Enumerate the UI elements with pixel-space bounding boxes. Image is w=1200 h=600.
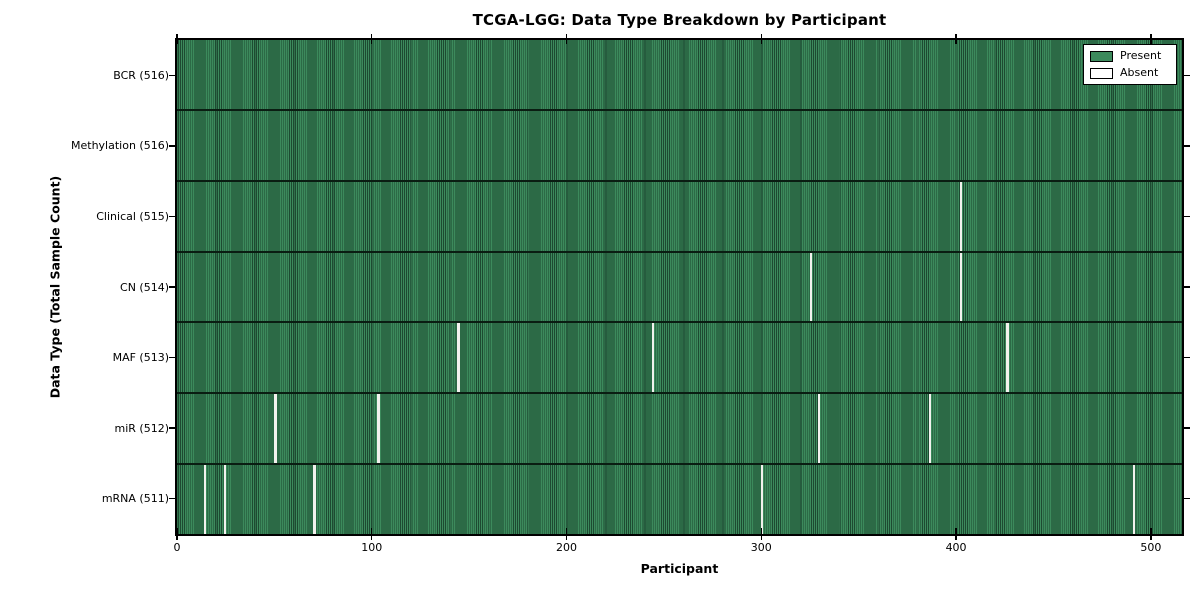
- x-tick-label: 100: [361, 541, 383, 554]
- x-tick-mark: [176, 528, 178, 540]
- legend-entry: Absent: [1090, 67, 1170, 79]
- chart-title: TCGA-LGG: Data Type Breakdown by Partici…: [472, 11, 887, 29]
- y-tick-mark-left: [169, 498, 177, 500]
- x-tick-mark-top: [565, 34, 568, 44]
- y-tick-mark-right: [1182, 74, 1190, 76]
- x-tick-label: 500: [1140, 541, 1162, 554]
- heatmap-rows: [177, 40, 1182, 535]
- x-tick-label: 200: [556, 541, 578, 554]
- absent-sample-marker: [959, 252, 963, 322]
- y-tick-label: Clinical (515): [96, 209, 169, 223]
- heatmap-row-maf: [177, 323, 1182, 395]
- x-tick-mark-top: [955, 34, 957, 44]
- x-tick-label: 0: [173, 541, 181, 554]
- legend: Present Absent: [1083, 44, 1177, 85]
- y-tick-mark-left: [169, 145, 177, 147]
- legend-swatch-present: [1090, 50, 1113, 62]
- absent-sample-marker: [928, 394, 931, 464]
- heatmap-row-methylation: [177, 110, 1182, 182]
- y-tick-mark-right: [1182, 286, 1190, 288]
- x-tick-mark: [760, 528, 762, 540]
- y-tick-label: miR (512): [114, 421, 170, 435]
- x-tick-mark: [1150, 528, 1152, 540]
- absent-sample-marker: [652, 323, 655, 393]
- y-tick-mark-right: [1182, 145, 1190, 147]
- y-tick-mark-left: [169, 74, 177, 76]
- absent-sample-marker: [223, 465, 226, 535]
- heatmap-row-cn: [177, 252, 1182, 324]
- absent-sample-marker: [1006, 323, 1009, 393]
- y-tick-label: Methylation (516): [71, 139, 169, 153]
- absent-sample-marker: [1133, 465, 1136, 535]
- y-tick-mark-left: [169, 356, 177, 359]
- y-tick-mark-left: [169, 215, 177, 218]
- y-tick-mark-right: [1182, 356, 1190, 359]
- absent-sample-marker: [313, 465, 316, 535]
- heatmap-row-mir: [177, 394, 1182, 466]
- legend-label: Absent: [1120, 66, 1159, 79]
- y-tick-label: BCR (516): [113, 68, 169, 82]
- absent-sample-marker: [274, 394, 277, 464]
- x-tick-mark-top: [176, 34, 178, 44]
- absent-sample-marker: [959, 181, 963, 251]
- y-axis-label: Data Type (Total Sample Count): [47, 175, 63, 399]
- x-tick-mark: [371, 528, 373, 540]
- y-tick-mark-left: [169, 427, 177, 429]
- heatmap-row-bcr: [177, 40, 1182, 111]
- y-tick-label: mRNA (511): [101, 492, 169, 506]
- y-tick-mark-right: [1182, 215, 1190, 218]
- x-tick-label: 400: [945, 541, 967, 554]
- x-axis-label: Participant: [640, 561, 719, 576]
- y-tick-mark-right: [1182, 498, 1190, 500]
- legend-label: Present: [1120, 49, 1162, 62]
- x-tick-mark: [955, 528, 957, 540]
- y-tick-label: CN (514): [120, 280, 169, 294]
- heatmap-row-clinical: [177, 181, 1182, 253]
- heatmap-row-mrna: [177, 465, 1182, 535]
- x-tick-mark-top: [371, 34, 373, 44]
- legend-swatch-absent: [1090, 67, 1113, 79]
- x-tick-mark-top: [1150, 34, 1152, 44]
- legend-entry: Present: [1090, 50, 1170, 62]
- absent-sample-marker: [761, 465, 764, 535]
- absent-sample-marker: [809, 252, 813, 322]
- absent-sample-marker: [377, 394, 380, 464]
- y-tick-mark-left: [169, 286, 177, 288]
- plot-area: [175, 38, 1184, 536]
- absent-sample-marker: [204, 465, 207, 535]
- x-tick-mark-top: [760, 34, 762, 44]
- absent-sample-marker: [817, 394, 820, 464]
- y-tick-mark-right: [1182, 427, 1190, 429]
- y-tick-label: MAF (513): [112, 351, 169, 365]
- x-tick-label: 300: [750, 541, 772, 554]
- x-tick-mark: [565, 528, 568, 540]
- absent-sample-marker: [457, 323, 460, 393]
